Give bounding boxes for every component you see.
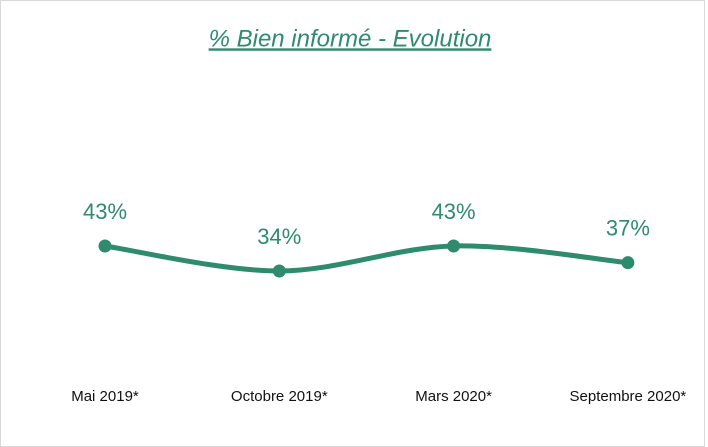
point: [621, 256, 635, 270]
value-label: 43%: [83, 199, 127, 224]
chart-title: % Bien informé - Evolution: [209, 25, 492, 52]
value-label: 43%: [432, 199, 476, 224]
x-tick-label: Mai 2019*: [71, 388, 139, 405]
x-tick-label: Septembre 2020*: [570, 388, 687, 405]
point: [98, 239, 112, 253]
x-tick-label: Mars 2020*: [415, 388, 492, 405]
x-tick-label: Octobre 2019*: [231, 388, 328, 405]
value-label: 34%: [257, 224, 301, 249]
point: [272, 264, 286, 278]
point: [447, 239, 461, 253]
line: [102, 243, 631, 274]
value-label: 37%: [606, 215, 650, 240]
